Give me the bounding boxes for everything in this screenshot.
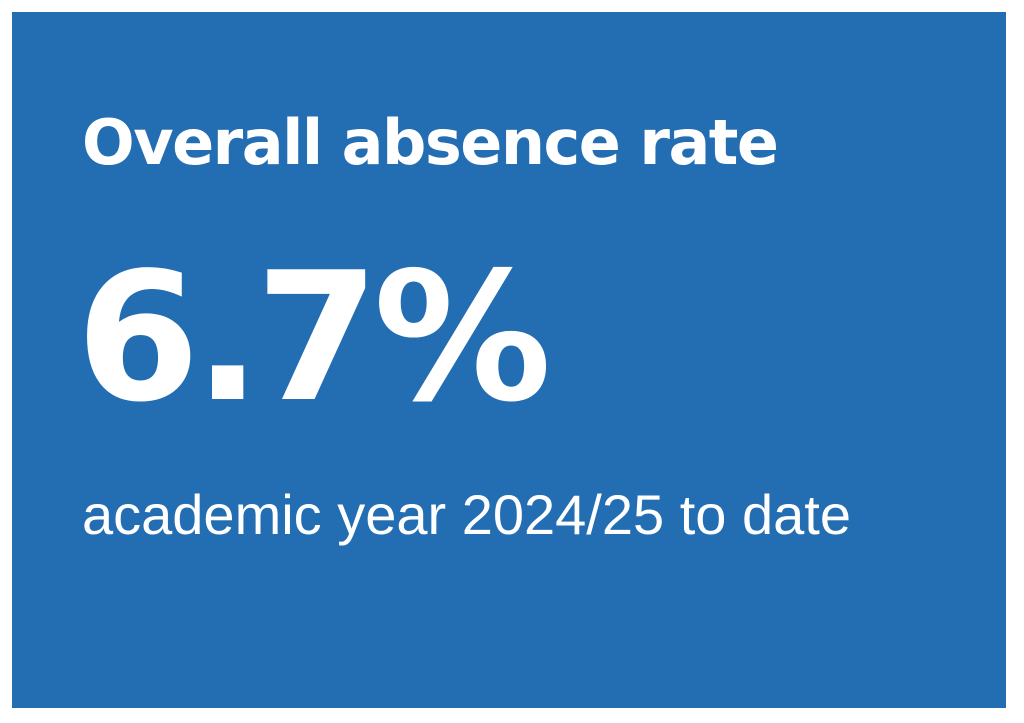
stat-value: 6.7% — [76, 234, 552, 441]
headline-stat-tile: Overall absence rate 6.7% academic year … — [12, 12, 1006, 708]
stat-heading: Overall absence rate — [82, 106, 779, 179]
stat-caption: academic year 2024/25 to date — [82, 483, 851, 546]
